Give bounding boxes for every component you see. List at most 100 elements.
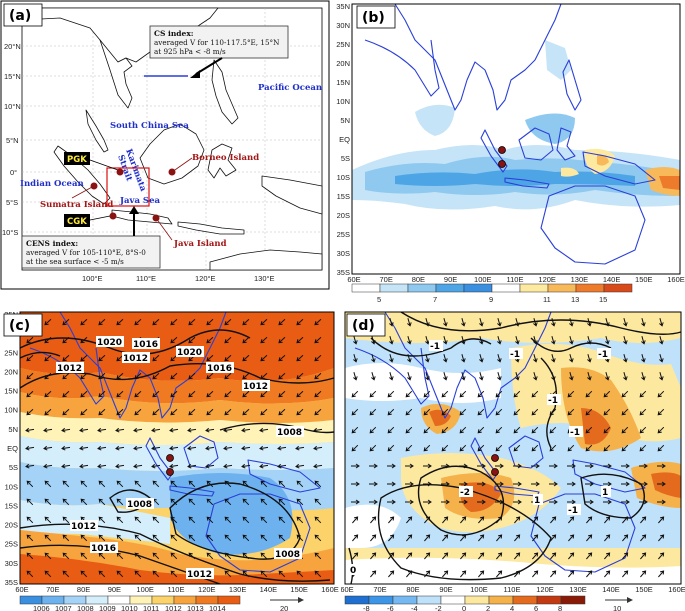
d-wind-arrow <box>639 390 647 398</box>
c-wind-arrow <box>134 552 142 560</box>
c-wind-arrow <box>206 534 214 542</box>
d-wind-arrow <box>514 552 521 560</box>
c-wind-arrow <box>44 498 52 506</box>
d-wind-arrow <box>514 516 521 524</box>
d-wind-arrow <box>351 463 360 469</box>
d-wind-arrow <box>425 336 430 345</box>
d-wind-arrow <box>351 408 359 416</box>
d-wind-arrow <box>657 390 665 398</box>
c-wind-arrow <box>44 372 52 380</box>
d-cb-label-m8: -8 <box>363 604 370 611</box>
c-lat-tick-9: 10S <box>5 482 18 491</box>
c-lon-tick-4: 100E <box>136 585 154 594</box>
d-wind-arrow <box>641 372 646 381</box>
d-cb-label-0: 0 <box>462 604 466 611</box>
label-java-island: Java Island <box>173 239 227 249</box>
d-wind-arrow <box>550 516 557 524</box>
d-wind-arrow <box>569 336 574 345</box>
c-wind-arrow <box>313 445 323 451</box>
c-lon-tick-7: 130E <box>229 585 247 594</box>
c-wind-arrow <box>62 534 70 542</box>
b-cb-label-11: 11 <box>543 295 551 304</box>
c-wind-arrow <box>241 463 251 469</box>
c-wind-arrow <box>188 552 196 560</box>
d-wind-arrow <box>585 499 594 505</box>
d-wind-arrow <box>459 408 467 416</box>
cens-index-note <box>21 235 161 269</box>
d-wind-arrow <box>407 336 412 345</box>
d-lon-tick-2: 80E <box>406 585 419 594</box>
c-wind-arrow <box>98 516 106 524</box>
d-wind-arrow <box>388 552 395 560</box>
panel-b-label-box <box>356 5 396 29</box>
c-wind-arrow <box>314 372 322 380</box>
b-lat-tick-14: 35S <box>337 268 350 277</box>
c-wind-arrow <box>134 516 142 524</box>
c-wind-arrow <box>224 336 232 344</box>
d-wind-arrow <box>351 426 359 434</box>
panel-a-coast-malay <box>85 109 109 153</box>
d-wind-arrow <box>585 463 594 469</box>
c-lat-tick-10: 15S <box>5 501 18 510</box>
c-wind-arrow <box>314 408 322 416</box>
d-clabel-5: -1 <box>570 428 580 438</box>
d-wind-arrow <box>568 552 575 560</box>
d-wind-arrow <box>587 336 592 345</box>
d-wind-arrow <box>459 463 468 469</box>
c-lat-tick-14: 35S <box>5 578 18 587</box>
c-lat-tick-5: 10N <box>4 406 18 415</box>
d-wind-arrow <box>460 552 467 560</box>
d-wind-arrow <box>461 318 466 327</box>
panel-d-contour-labels: -1 -1 -1 -1 -1 -1 -2 1 1 0 <box>349 340 611 576</box>
d-wind-arrow <box>641 318 646 327</box>
d-wind-arrow <box>659 336 664 345</box>
d-wind-arrow <box>423 390 431 398</box>
d-wind-arrow <box>657 481 666 487</box>
d-wind-arrow <box>425 372 430 381</box>
c-wind-arrow <box>80 570 88 578</box>
d-wind-arrow <box>497 372 502 381</box>
panel-d-label-box <box>346 313 386 337</box>
d-wind-arrow <box>479 354 484 363</box>
d-wind-arrow <box>639 426 647 434</box>
d-wind-arrow <box>389 318 394 327</box>
c-clabel-1020b: 1020 <box>177 348 202 358</box>
c-wind-arrow <box>151 427 161 433</box>
c-lat-tick-2: 25N <box>4 348 18 357</box>
d-wind-arrow <box>459 426 467 434</box>
b-lat-tick-1: 30N <box>336 21 350 30</box>
c-wind-arrow <box>278 534 286 542</box>
c-wind-arrow <box>25 463 35 469</box>
d-wind-arrow <box>659 354 664 363</box>
c-cb-label-1010: 1010 <box>121 604 138 611</box>
b-lon-tick-3: 90E <box>444 275 457 284</box>
d-wind-arrow <box>425 354 430 363</box>
panel-d-map: -1 -1 -1 -1 -1 -1 -2 1 1 0 60E 70E 80E 90E 1… <box>341 308 685 611</box>
b-lon-tick-9: 150E <box>635 275 653 284</box>
c-wind-arrow <box>115 463 125 469</box>
c-wind-arrow <box>224 390 232 398</box>
d-wind-arrow <box>585 408 593 416</box>
panel-a-label: (a) <box>9 8 31 24</box>
d-wind-arrow <box>406 534 413 542</box>
c-wind-arrow <box>152 570 160 578</box>
d-wind-arrow <box>477 499 486 505</box>
panel-a-coast-borneo <box>139 123 205 185</box>
b-lat-tick-10: 15S <box>337 192 350 201</box>
d-wind-arrow <box>478 516 485 524</box>
c-wind-arrow <box>80 390 88 398</box>
d-wind-arrow <box>658 570 665 578</box>
d-wind-arrow <box>623 336 628 345</box>
d-wind-arrow <box>623 354 628 363</box>
d-wind-arrow <box>640 516 647 524</box>
d-wind-arrow <box>568 570 575 578</box>
d-wind-arrow <box>603 499 612 505</box>
panel-a-coast-newguinea <box>261 175 323 215</box>
d-wind-arrow <box>658 552 665 560</box>
c-clabel-1016b: 1016 <box>207 364 232 374</box>
d-wind-arrow <box>425 318 430 327</box>
c-wind-arrow <box>152 372 160 380</box>
d-wind-arrow <box>370 534 377 542</box>
d-wind-arrow <box>531 444 539 452</box>
c-wind-arrow <box>80 480 88 488</box>
